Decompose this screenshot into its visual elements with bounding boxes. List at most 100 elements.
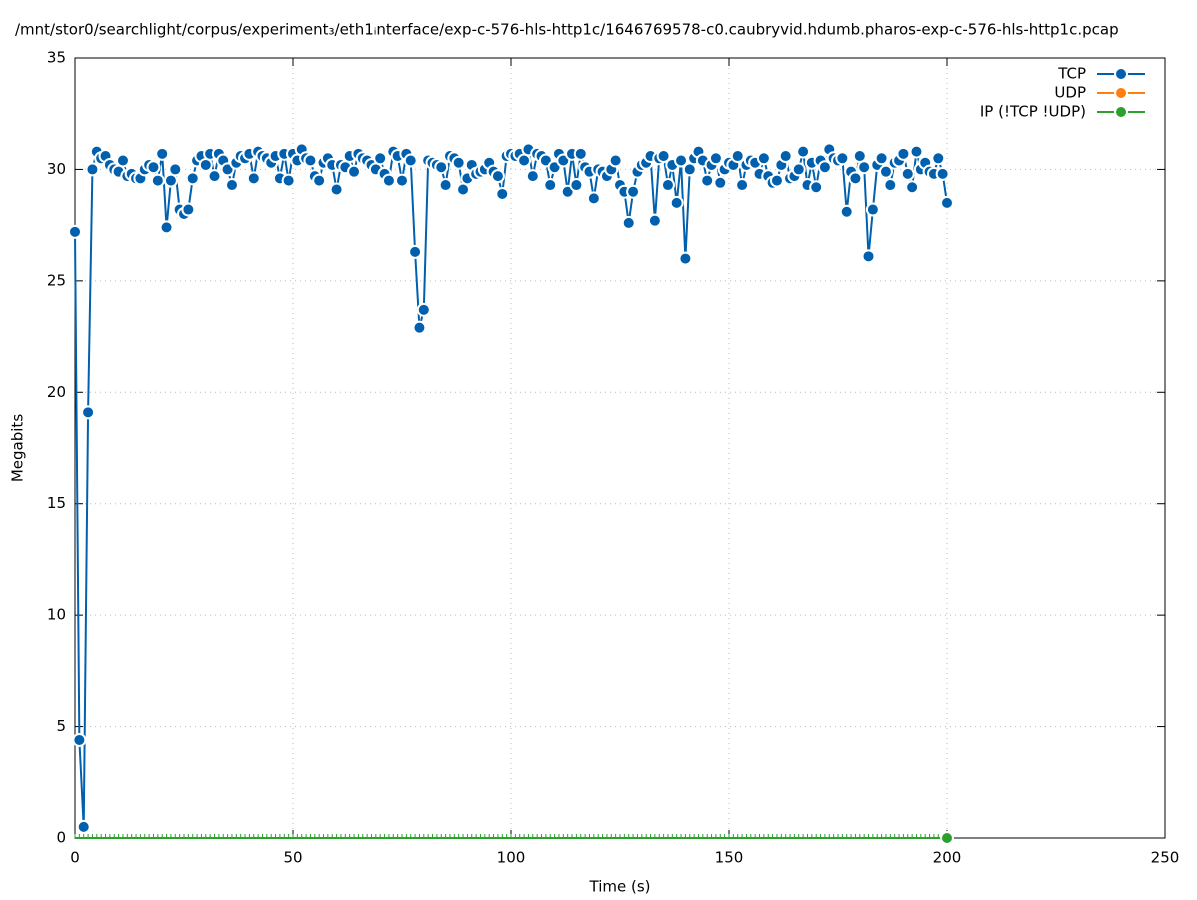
legend-label: UDP (1054, 84, 1086, 102)
point (883, 178, 898, 193)
point (146, 160, 161, 175)
point (931, 151, 946, 166)
point (586, 191, 601, 206)
y-tick-label: 20 (47, 383, 66, 401)
point (490, 169, 505, 184)
point (412, 320, 427, 335)
point (796, 144, 811, 159)
y-tick-label: 10 (47, 606, 66, 624)
point (647, 213, 662, 228)
point (835, 151, 850, 166)
x-axis-label: Time (s) (589, 878, 651, 896)
x-tick-label: 50 (283, 849, 302, 867)
point (809, 180, 824, 195)
x-tick-label: 100 (497, 849, 526, 867)
y-tick-label: 35 (47, 49, 66, 67)
point (72, 732, 87, 747)
x-tick-label: 150 (715, 849, 744, 867)
point (495, 186, 510, 201)
point (905, 180, 920, 195)
point (708, 151, 723, 166)
legend-swatch-point (1114, 67, 1128, 81)
point (900, 166, 915, 181)
point (861, 249, 876, 264)
point (381, 173, 396, 188)
point (865, 202, 880, 217)
point (700, 173, 715, 188)
point (434, 160, 449, 175)
point (940, 195, 954, 210)
point (674, 153, 689, 168)
legend-swatch-point (1114, 105, 1128, 119)
point (181, 202, 196, 217)
point (626, 184, 641, 199)
point (224, 178, 239, 193)
point (329, 182, 344, 197)
point (347, 164, 362, 179)
point (935, 166, 950, 181)
point (678, 251, 693, 266)
point (81, 405, 96, 420)
point (451, 155, 466, 170)
point (76, 819, 91, 834)
point (395, 173, 409, 188)
plot-border (74, 57, 1166, 839)
point (909, 144, 924, 159)
chart-title: /mnt/stor0/searchlight/corpus/experiment… (15, 21, 1119, 39)
point (543, 178, 558, 193)
point (438, 178, 453, 193)
point (669, 195, 684, 210)
y-tick-label: 5 (56, 717, 66, 735)
y-tick-label: 0 (56, 829, 66, 847)
point (85, 162, 100, 177)
point (115, 153, 130, 168)
y-tick-label: 25 (47, 271, 66, 289)
legend-label: IP (!TCP !UDP) (980, 103, 1086, 121)
point (735, 178, 750, 193)
point (207, 169, 222, 184)
point (769, 173, 784, 188)
point (373, 151, 388, 166)
y-axis-label: Megabits (9, 414, 27, 482)
point (874, 151, 889, 166)
point (281, 173, 296, 188)
point (303, 153, 318, 168)
point (168, 162, 183, 177)
point (621, 215, 636, 230)
point (246, 171, 261, 186)
point (660, 178, 675, 193)
point (730, 149, 745, 164)
legend-label: TCP (1057, 65, 1086, 83)
point (185, 171, 200, 186)
x-tick-label: 250 (1151, 849, 1180, 867)
point (155, 146, 170, 161)
x-tick-label: 200 (933, 849, 962, 867)
point (656, 149, 671, 164)
y-tick-label: 30 (47, 160, 66, 178)
point (569, 178, 584, 193)
point (848, 171, 863, 186)
point (150, 173, 165, 188)
y-tick-label: 15 (47, 494, 66, 512)
point (68, 224, 82, 239)
x-tick-label: 0 (70, 849, 80, 867)
point (839, 204, 854, 219)
point (778, 149, 793, 164)
point (312, 173, 327, 188)
point (940, 831, 954, 845)
point (713, 175, 728, 190)
legend-swatch-point (1114, 86, 1128, 100)
point (791, 162, 806, 177)
point (403, 153, 418, 168)
point (756, 151, 771, 166)
point (159, 220, 174, 235)
point (878, 164, 893, 179)
point (573, 146, 588, 161)
point (408, 244, 423, 259)
point (416, 302, 431, 317)
point (896, 146, 911, 161)
point (857, 160, 872, 175)
point (817, 160, 832, 175)
point (525, 169, 540, 184)
